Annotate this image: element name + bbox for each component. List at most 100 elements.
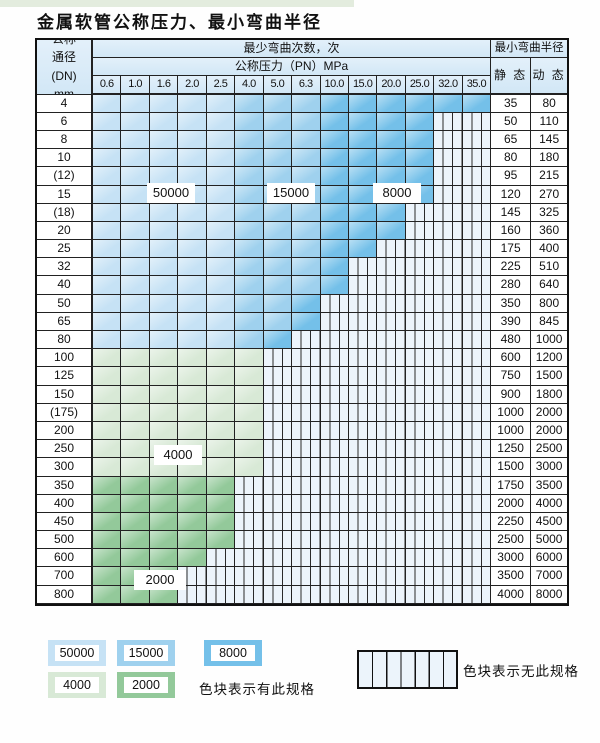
spec-cell: [206, 349, 236, 368]
spec-cell: [263, 476, 293, 495]
spec-cell: [348, 167, 378, 186]
spec-cell: [263, 294, 293, 313]
spec-cell: [434, 167, 463, 186]
legend-no-spec-text: 色块表示无此规格: [463, 664, 579, 679]
spec-cell: [206, 130, 236, 150]
spec-cell: [462, 585, 492, 604]
spec-cell: [292, 585, 321, 604]
spec-cell: [320, 258, 349, 277]
spec-cell: [320, 276, 349, 295]
spec-cell: [377, 258, 406, 277]
spec-cell: [405, 403, 435, 422]
spec-cell: [235, 276, 264, 295]
pressure-col-header: 6.3: [292, 76, 321, 95]
spec-cell: [149, 130, 179, 150]
dynamic-value-cell: 510: [531, 258, 568, 277]
spec-cell: [348, 512, 378, 532]
dynamic-value-cell: 400: [531, 240, 568, 259]
spec-cell: [263, 203, 293, 222]
spec-cell: [149, 149, 179, 168]
pressure-col-header: 10.0: [320, 76, 349, 95]
spec-cell: [434, 421, 463, 441]
spec-cell: [206, 585, 236, 604]
dn-cell: 450: [37, 512, 93, 532]
spec-cell: [377, 94, 406, 113]
static-value-cell: 95: [491, 167, 532, 186]
spec-cell: [93, 149, 122, 168]
dn-cell: 32: [37, 258, 93, 277]
spec-cell: [434, 585, 463, 604]
zone-label-2000: 2000: [134, 570, 186, 590]
spec-cell: [292, 531, 321, 550]
spec-cell: [206, 167, 236, 186]
spec-cell: [178, 385, 207, 404]
spec-cell: [320, 476, 349, 495]
dynamic-value-cell: 4500: [531, 512, 568, 532]
spec-cell: [93, 294, 122, 313]
spec-cell: [93, 421, 122, 441]
spec-cell: [292, 421, 321, 441]
spec-cell: [235, 385, 264, 404]
spec-cell: [263, 494, 293, 513]
spec-cell: [178, 276, 207, 295]
dn-cell: 25: [37, 240, 93, 259]
spec-cell: [405, 349, 435, 368]
spec-cell: [235, 403, 264, 422]
spec-cell: [235, 130, 264, 150]
spec-cell: [206, 367, 236, 386]
spec-cell: [434, 185, 463, 204]
spec-cell: [292, 149, 321, 168]
spec-cell: [178, 494, 207, 513]
spec-cell: [405, 531, 435, 550]
spec-cell: [348, 312, 378, 331]
spec-cell: [462, 549, 492, 568]
spec-cell: [206, 476, 236, 495]
spec-cell: [320, 331, 349, 350]
spec-cell: [405, 440, 435, 459]
spec-cell: [263, 421, 293, 441]
spec-cell: [292, 312, 321, 331]
spec-cell: [206, 458, 236, 477]
spec-cell: [93, 130, 122, 150]
spec-cell: [235, 440, 264, 459]
dynamic-value-cell: 5000: [531, 531, 568, 550]
spec-cell: [377, 476, 406, 495]
spec-cell: [121, 531, 150, 550]
spec-cell: [348, 476, 378, 495]
spec-cell: [434, 149, 463, 168]
spec-cell: [178, 512, 207, 532]
static-value-cell: 1000: [491, 421, 532, 441]
dynamic-value-cell: 1800: [531, 385, 568, 404]
pressure-col-header: 0.6: [93, 76, 122, 95]
spec-cell: [292, 385, 321, 404]
spec-cell: [93, 367, 122, 386]
spec-cell: [178, 130, 207, 150]
spec-cell: [405, 494, 435, 513]
spec-cell: [462, 312, 492, 331]
spec-cell: [320, 458, 349, 477]
spec-cell: [348, 458, 378, 477]
dn-cell: 4: [37, 94, 93, 113]
spec-cell: [348, 421, 378, 441]
spec-cell: [377, 494, 406, 513]
spec-cell: [178, 312, 207, 331]
spec-cell: [149, 421, 179, 441]
spec-cell: [206, 512, 236, 532]
spec-cell: [93, 567, 122, 586]
spec-cell: [462, 440, 492, 459]
spec-cell: [320, 130, 349, 150]
pressure-col-header: 2.5: [206, 76, 236, 95]
spec-cell: [206, 294, 236, 313]
spec-cell: [149, 312, 179, 331]
spec-cell: [121, 349, 150, 368]
legend-swatch-label: 2000: [124, 677, 168, 693]
spec-cell: [93, 512, 122, 532]
spec-cell: [434, 476, 463, 495]
spec-cell: [405, 203, 435, 222]
spec-cell: [149, 367, 179, 386]
spec-cell: [235, 512, 264, 532]
spec-cell: [121, 240, 150, 259]
spec-cell: [292, 403, 321, 422]
spec-cell: [235, 531, 264, 550]
spec-cell: [235, 221, 264, 241]
